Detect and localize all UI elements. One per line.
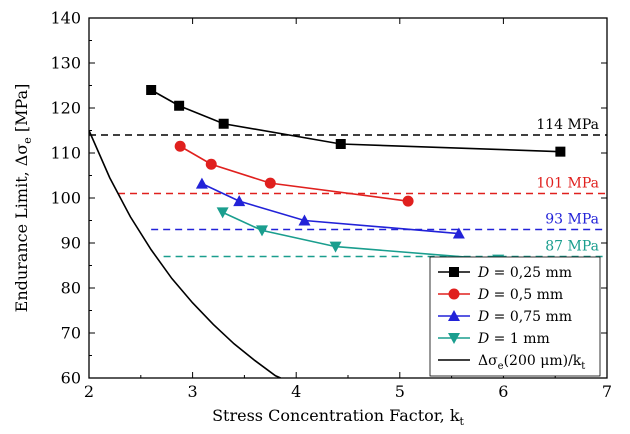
data-point — [146, 85, 157, 95]
y-tick-label: 90 — [61, 234, 81, 253]
legend-label: D = 0,75 mm — [477, 309, 572, 325]
x-tick-label: 3 — [188, 382, 198, 401]
y-tick-label: 80 — [61, 279, 81, 298]
reference-label: 101 MPa — [536, 176, 599, 192]
legend-label: D = 1 mm — [477, 331, 550, 347]
y-tick-label: 60 — [61, 369, 81, 388]
series-group — [195, 177, 465, 239]
data-point — [298, 214, 311, 226]
data-point — [452, 227, 465, 239]
x-axis-title: Stress Concentration Factor, kt — [212, 406, 464, 428]
data-point — [264, 177, 276, 189]
x-tick-label: 2 — [84, 382, 94, 401]
legend-label: D = 0,25 mm — [477, 265, 572, 281]
theory-curve — [89, 130, 281, 378]
x-tick-label: 4 — [291, 382, 301, 401]
data-point — [174, 100, 185, 111]
data-series — [146, 85, 566, 266]
data-point — [218, 118, 229, 129]
legend: D = 0,25 mm D = 0,5 mm D = 0,75 mm D = 1 mm… — [429, 256, 601, 377]
legend-marker — [448, 333, 460, 344]
data-point — [402, 195, 414, 207]
data-point — [555, 146, 566, 157]
x-tick-label: 5 — [395, 382, 405, 401]
reference-label: 93 MPa — [545, 212, 599, 228]
legend-marker — [449, 267, 459, 277]
x-tick-label: 7 — [602, 382, 612, 401]
theory-curve-line — [89, 130, 281, 378]
data-point — [233, 195, 246, 207]
y-tick-label: 120 — [50, 99, 81, 118]
legend-marker — [448, 288, 460, 300]
data-point — [195, 177, 208, 189]
legend-marker — [448, 310, 460, 321]
axis-ticks: 2 3 4 5 6 7 60 70 80 90 100 110 120 130 140 — [50, 9, 612, 402]
legend-label: Δσe(200 μm)/kt — [478, 353, 585, 372]
y-tick-label: 100 — [50, 189, 81, 208]
data-point — [335, 139, 346, 149]
y-tick-label: 70 — [61, 324, 81, 343]
y-tick-label: 130 — [50, 54, 81, 73]
y-axis-title: Endurance Limit, Δσe [MPa] — [12, 84, 34, 313]
reference-label: 114 MPa — [536, 117, 599, 133]
y-tick-label: 110 — [50, 144, 81, 163]
data-point — [256, 225, 269, 237]
data-point — [205, 158, 217, 170]
y-tick-label: 140 — [50, 9, 81, 28]
series-line — [150, 89, 561, 153]
x-tick-label: 6 — [498, 382, 508, 401]
series-group — [146, 85, 566, 157]
data-point — [174, 140, 186, 152]
data-point — [216, 207, 229, 219]
legend-label: D = 0,5 mm — [477, 287, 563, 303]
series-line — [179, 145, 409, 202]
data-point — [329, 241, 342, 253]
reference-label: 87 MPa — [545, 239, 599, 255]
series-line — [201, 182, 459, 235]
legend-items: D = 0,25 mm D = 0,5 mm D = 0,75 mm D = 1 mm… — [438, 265, 585, 372]
series-line — [222, 211, 499, 261]
series-group — [174, 140, 414, 207]
reference-lines: 114 MPa 101 MPa 93 MPa 87 MPa — [89, 117, 607, 258]
